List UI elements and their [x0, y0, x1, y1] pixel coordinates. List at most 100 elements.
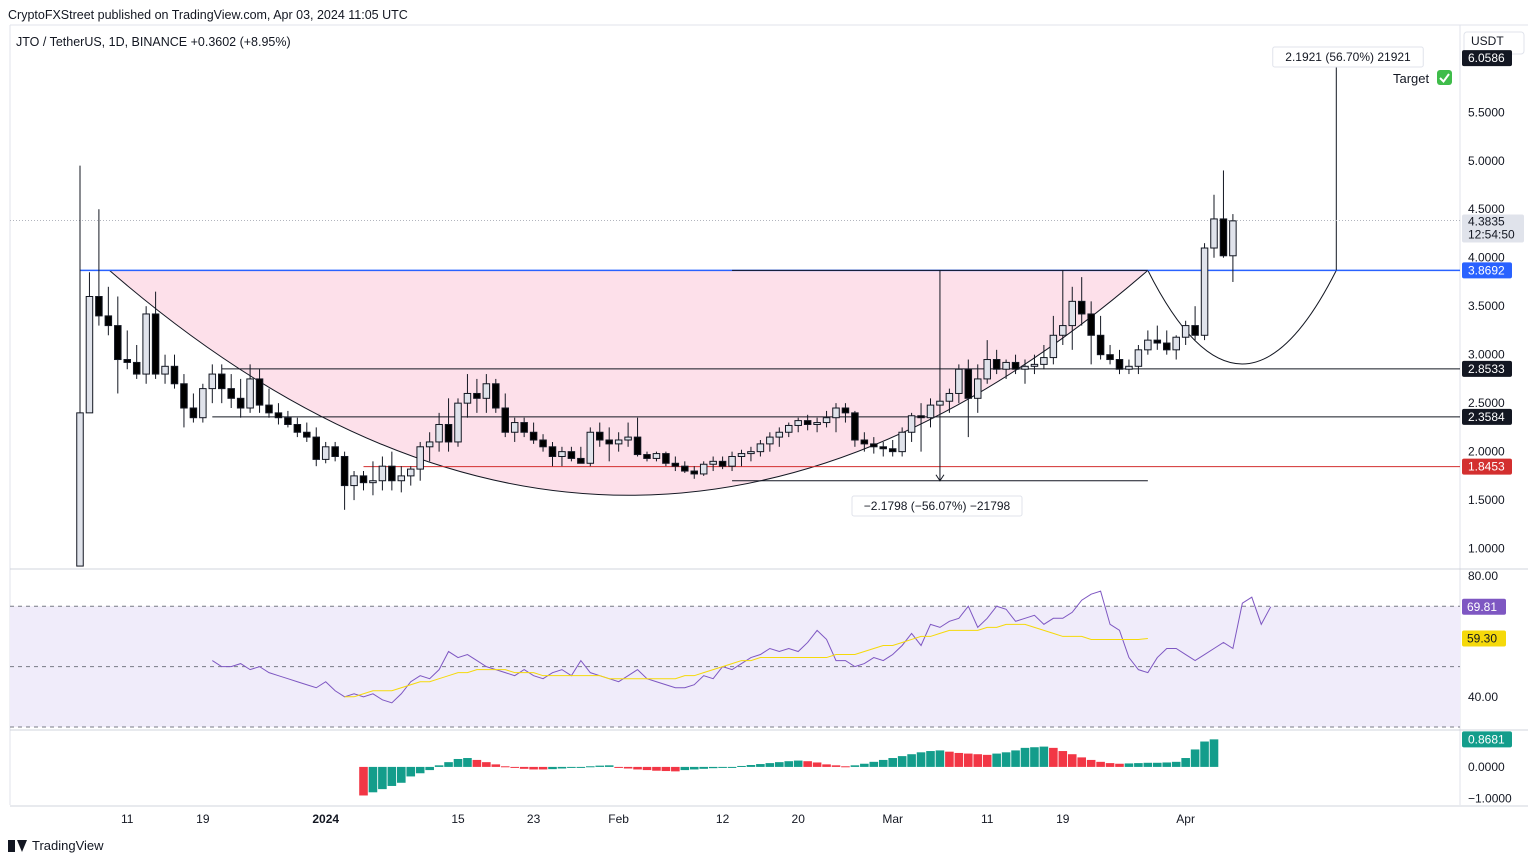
candle-down: [303, 422, 311, 442]
candle-down: [1219, 170, 1228, 258]
y-tick-label: 2.0000: [1468, 445, 1505, 459]
countdown-text: 12:54:50: [1468, 228, 1515, 242]
candle-body: [813, 422, 821, 425]
x-tick-label: 2024: [312, 812, 339, 826]
candle-body: [539, 439, 547, 448]
candle-down: [1115, 349, 1124, 375]
x-tick-label: Mar: [882, 812, 903, 826]
candle-down: [312, 427, 320, 467]
candle-body: [1210, 218, 1218, 249]
x-tick-label: 19: [196, 812, 210, 826]
candle-up: [775, 427, 784, 447]
macd-bar: [916, 752, 926, 767]
macd-bar: [973, 754, 983, 767]
macd-bar: [1105, 763, 1115, 767]
candle-body: [671, 462, 680, 467]
candle-body: [274, 412, 283, 419]
candle-body: [718, 460, 727, 467]
macd-bar: [491, 764, 501, 767]
candle-down: [964, 359, 973, 438]
handle-curve: [1147, 270, 1337, 365]
macd-bar: [444, 762, 453, 767]
candle-body: [756, 443, 765, 453]
candle-body: [520, 422, 528, 433]
candle-body: [378, 465, 387, 482]
candle-body: [425, 441, 434, 448]
macd-bar: [510, 766, 519, 768]
candle-up: [76, 165, 84, 567]
candle-up: [369, 461, 377, 496]
macd-bar: [812, 762, 822, 767]
symbol-legend[interactable]: JTO / TetherUS, 1D, BINANCE +0.3602 (+8.…: [16, 35, 291, 49]
x-tick-label: Apr: [1176, 812, 1195, 826]
candle-body: [605, 439, 613, 445]
candle-down: [718, 456, 727, 470]
target-text: Target: [1393, 71, 1430, 86]
candle-down: [690, 466, 698, 479]
price-tag-text: 2.3584: [1468, 410, 1505, 424]
candle-body: [123, 359, 131, 363]
candle-body: [340, 455, 349, 487]
candle-body: [416, 446, 424, 470]
candle-down: [577, 446, 585, 464]
x-tick-label: 19: [1056, 812, 1070, 826]
rsi-line: [212, 590, 1272, 704]
macd-bar: [623, 766, 633, 769]
candle-down: [274, 403, 283, 425]
candle-body: [132, 361, 141, 375]
candle-down: [662, 451, 670, 467]
candle-body: [955, 368, 963, 394]
candle-body: [369, 480, 377, 484]
candle-up: [945, 388, 954, 413]
candle-up: [624, 422, 632, 447]
candle-down: [548, 441, 557, 467]
macd-bar: [793, 760, 803, 767]
macd-bar: [1200, 741, 1209, 767]
price-tag-bg: [1462, 630, 1506, 647]
candle-body: [1134, 349, 1143, 367]
candle-body: [888, 448, 897, 453]
price-tag-bg: [1462, 50, 1512, 67]
candle-body: [624, 436, 632, 441]
macd-bar: [557, 766, 567, 769]
candle-up: [898, 427, 906, 457]
candle-body: [983, 359, 991, 380]
candle-down: [605, 427, 613, 462]
check-icon-bg: [1437, 70, 1452, 85]
candle-down: [1191, 306, 1199, 341]
macd-bar: [567, 766, 576, 768]
macd-bar: [652, 766, 661, 771]
candle-up: [737, 449, 746, 467]
candle-down: [104, 286, 113, 336]
macd-bar: [1115, 763, 1124, 767]
macd-bar: [368, 766, 378, 793]
macd-bar: [1020, 747, 1030, 767]
macd-bar: [756, 764, 765, 767]
price-tag-text: 6.0586: [1468, 51, 1505, 65]
candle-up: [832, 403, 840, 433]
candle-body: [652, 453, 661, 459]
candle-up: [416, 441, 424, 481]
candle-up: [652, 451, 661, 462]
candle-down: [671, 456, 680, 472]
candle-down: [520, 417, 528, 438]
axes: USDT 1.0000 1.5000 2.0000 2.5000 3.0000 3.5000…: [121, 31, 1525, 826]
tradingview-logo[interactable]: TradingView: [8, 838, 104, 853]
macd-bar: [1001, 752, 1011, 767]
candle-body: [936, 400, 944, 406]
candle-body: [1059, 325, 1067, 336]
macd-bar: [633, 766, 642, 770]
level-price-tag: 3.8692: [1462, 262, 1512, 279]
candle-down: [1153, 325, 1162, 350]
candle-up: [482, 374, 491, 413]
candle-up: [1021, 359, 1029, 384]
candle-body: [293, 423, 302, 433]
x-tick-label: 20: [792, 812, 806, 826]
macd-bar: [1134, 763, 1143, 767]
candle-body: [227, 388, 235, 399]
rsi-tick-label: 40.00: [1468, 690, 1498, 704]
macd-bar: [746, 765, 756, 767]
candle-body: [832, 407, 840, 419]
candle-down: [132, 344, 141, 379]
